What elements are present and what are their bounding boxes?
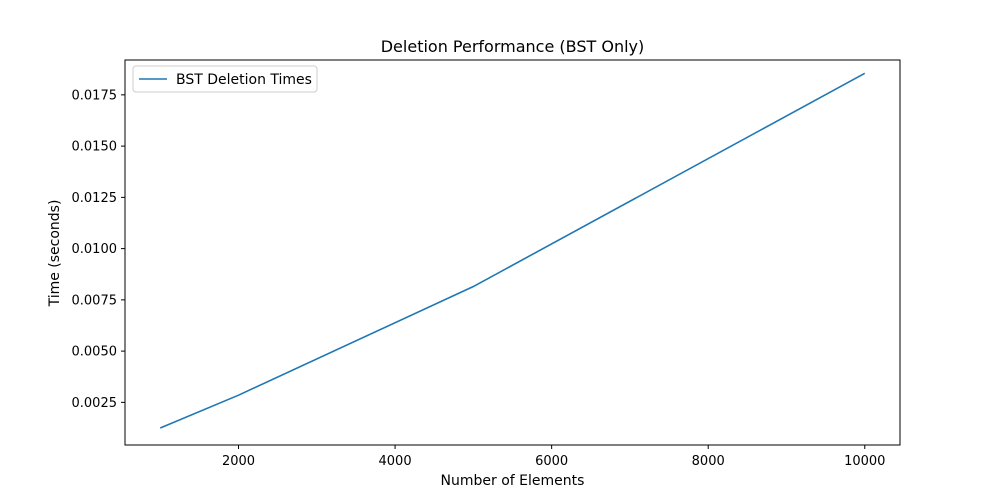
legend: BST Deletion Times <box>132 65 318 93</box>
y-axis-label: Time (seconds) <box>47 200 63 308</box>
y-tick-label: 0.0050 <box>72 345 118 360</box>
chart-title: Deletion Performance (BST Only) <box>381 37 645 56</box>
x-tick-label: 6000 <box>535 454 568 469</box>
x-axis-ticks: 2000 4000 6000 8000 10000 <box>222 445 885 469</box>
series-lines <box>159 72 866 429</box>
x-tick-label: 2000 <box>222 454 255 469</box>
y-tick-label: 0.0150 <box>72 140 118 155</box>
legend-label: BST Deletion Times <box>176 72 312 88</box>
x-tick-label: 8000 <box>692 454 725 469</box>
x-tick-label: 10000 <box>844 454 885 469</box>
y-tick-label: 0.0075 <box>72 293 118 308</box>
x-axis-label: Number of Elements <box>441 473 585 489</box>
y-tick-label: 0.0100 <box>72 242 118 257</box>
series-line <box>159 72 866 429</box>
y-tick-label: 0.0125 <box>72 191 118 206</box>
y-tick-label: 0.0025 <box>72 396 118 411</box>
x-tick-label: 4000 <box>379 454 412 469</box>
y-axis-ticks: 0.0025 0.0050 0.0075 0.0100 0.0125 0.0150 0.01… <box>72 88 125 411</box>
plot-frame <box>124 59 901 446</box>
y-tick-label: 0.0175 <box>72 88 118 103</box>
legend-box <box>132 65 318 93</box>
